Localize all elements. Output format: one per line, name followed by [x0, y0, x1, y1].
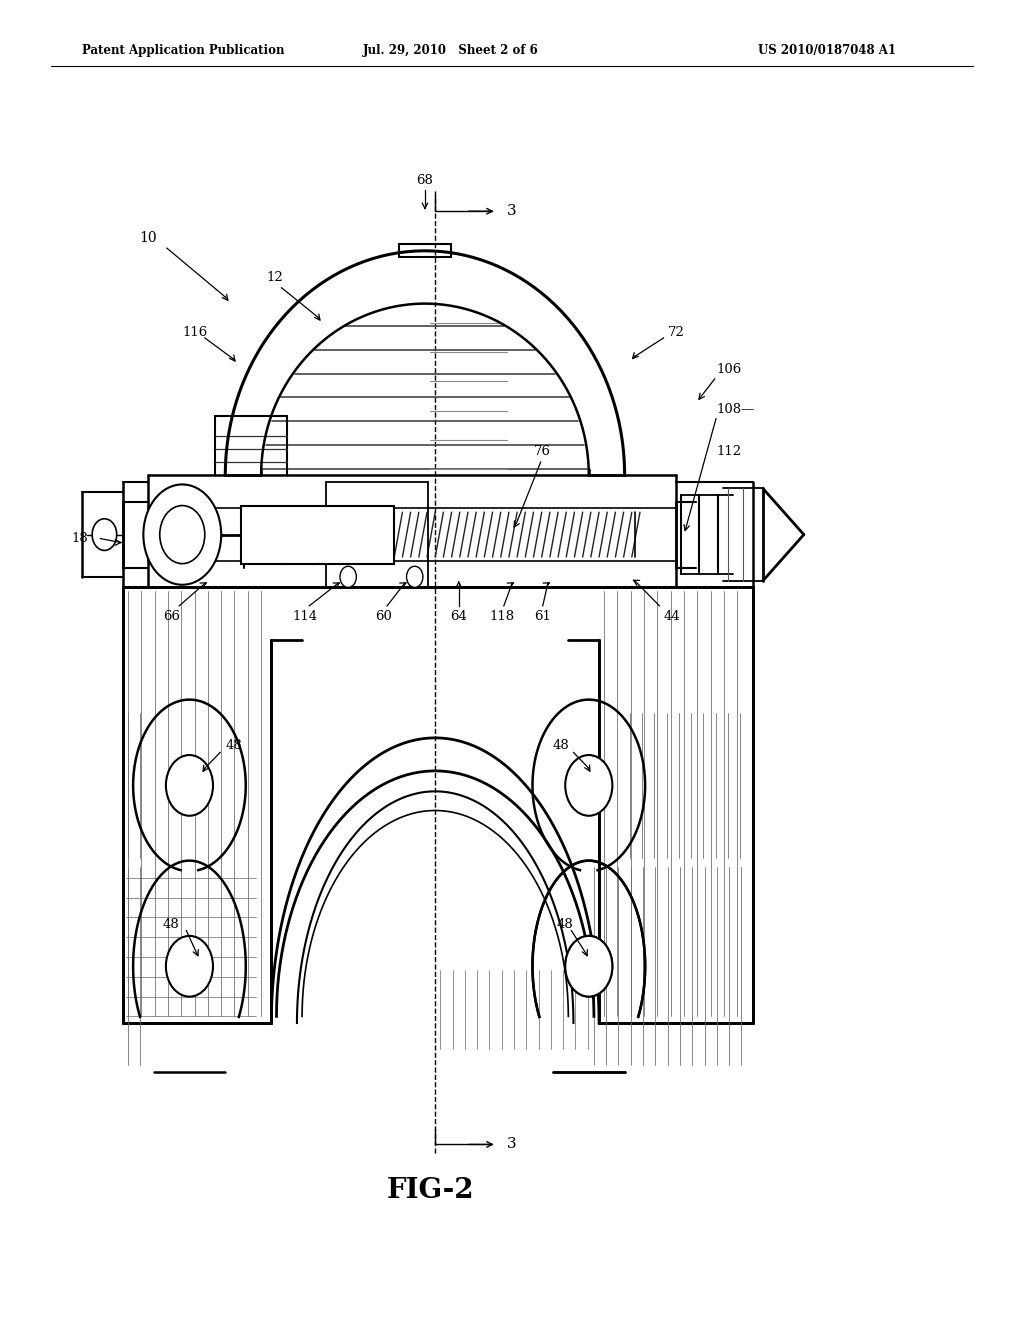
- Circle shape: [565, 755, 612, 816]
- Text: US 2010/0187048 A1: US 2010/0187048 A1: [758, 44, 896, 57]
- Circle shape: [407, 566, 423, 587]
- Text: 10: 10: [139, 231, 158, 244]
- Text: 3: 3: [507, 1138, 517, 1151]
- Circle shape: [92, 519, 117, 550]
- Text: FIG-2: FIG-2: [386, 1177, 474, 1204]
- Text: 76: 76: [535, 445, 551, 458]
- Text: 118: 118: [489, 610, 514, 623]
- Text: 61: 61: [535, 610, 551, 623]
- Circle shape: [160, 506, 205, 564]
- Circle shape: [166, 936, 213, 997]
- Text: 3: 3: [507, 205, 517, 218]
- Text: 18: 18: [72, 532, 88, 545]
- Circle shape: [143, 484, 221, 585]
- Text: 12: 12: [266, 271, 283, 284]
- Text: 66: 66: [164, 610, 180, 623]
- Circle shape: [565, 936, 612, 997]
- Text: 60: 60: [376, 610, 392, 623]
- Text: 72: 72: [668, 326, 684, 339]
- Bar: [241, 506, 394, 564]
- Text: 112: 112: [717, 445, 742, 458]
- Text: 48: 48: [225, 739, 242, 752]
- Text: 68: 68: [417, 174, 433, 187]
- Text: Patent Application Publication: Patent Application Publication: [82, 44, 285, 57]
- Text: 48: 48: [553, 739, 569, 752]
- Circle shape: [166, 755, 213, 816]
- Text: 116: 116: [182, 326, 208, 339]
- Text: Jul. 29, 2010   Sheet 2 of 6: Jul. 29, 2010 Sheet 2 of 6: [362, 44, 539, 57]
- Text: 48: 48: [163, 917, 179, 931]
- Circle shape: [340, 566, 356, 587]
- Text: 44: 44: [664, 610, 680, 623]
- Text: 64: 64: [451, 610, 467, 623]
- Text: 108—: 108—: [717, 403, 755, 416]
- Text: 48: 48: [557, 917, 573, 931]
- Text: 114: 114: [293, 610, 317, 623]
- Text: 106: 106: [717, 363, 742, 376]
- Circle shape: [565, 936, 612, 997]
